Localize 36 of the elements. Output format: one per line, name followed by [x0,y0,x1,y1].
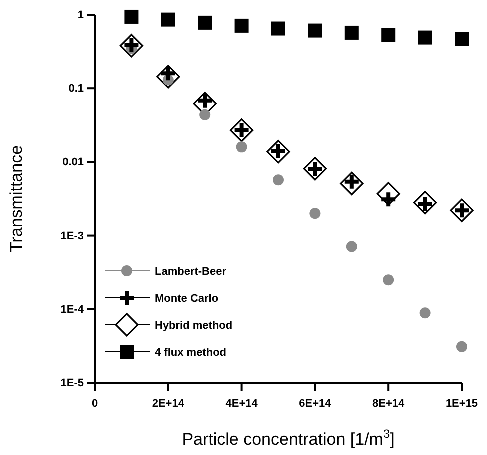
point [344,26,359,40]
x-tick-label: 0 [92,398,98,410]
point [124,10,139,24]
x-tick-label: 1E+15 [446,398,478,410]
x-tick-label: 6E+14 [299,398,332,410]
point [198,16,212,30]
legend-label: Hybrid method [155,320,233,332]
point [273,174,284,186]
point [383,274,394,286]
y-tick-label: 1 [78,10,84,22]
x-tick-label: 8E+14 [372,398,406,410]
y-tick-label: 0.01 [62,156,84,169]
x-tick-label: 4E+14 [226,398,259,410]
y-tick-label: 0.1 [68,83,84,96]
y-tick-label: 1E-3 [60,230,84,242]
point [382,28,396,42]
point [272,22,286,36]
x-axis-title: Particle concentration [1/m$^{3}$] [182,427,395,449]
y-axis-title: Transmittance [7,145,26,253]
legend-label: 4 flux method [155,347,227,359]
point [456,341,468,352]
point [310,208,321,220]
point [308,24,322,38]
x-tick-label: 2E+14 [152,398,186,410]
point [234,18,249,33]
point [455,32,469,46]
legend-label: Monte Carlo [155,293,219,305]
legend-label: Lambert-Beer [155,266,228,278]
y-tick-label: 1E-4 [60,304,85,316]
point [161,12,176,27]
point [236,142,248,153]
y-tick-label: 1E-5 [60,378,84,390]
point [420,308,431,319]
point [346,241,358,252]
point [200,109,211,120]
point [418,30,432,45]
